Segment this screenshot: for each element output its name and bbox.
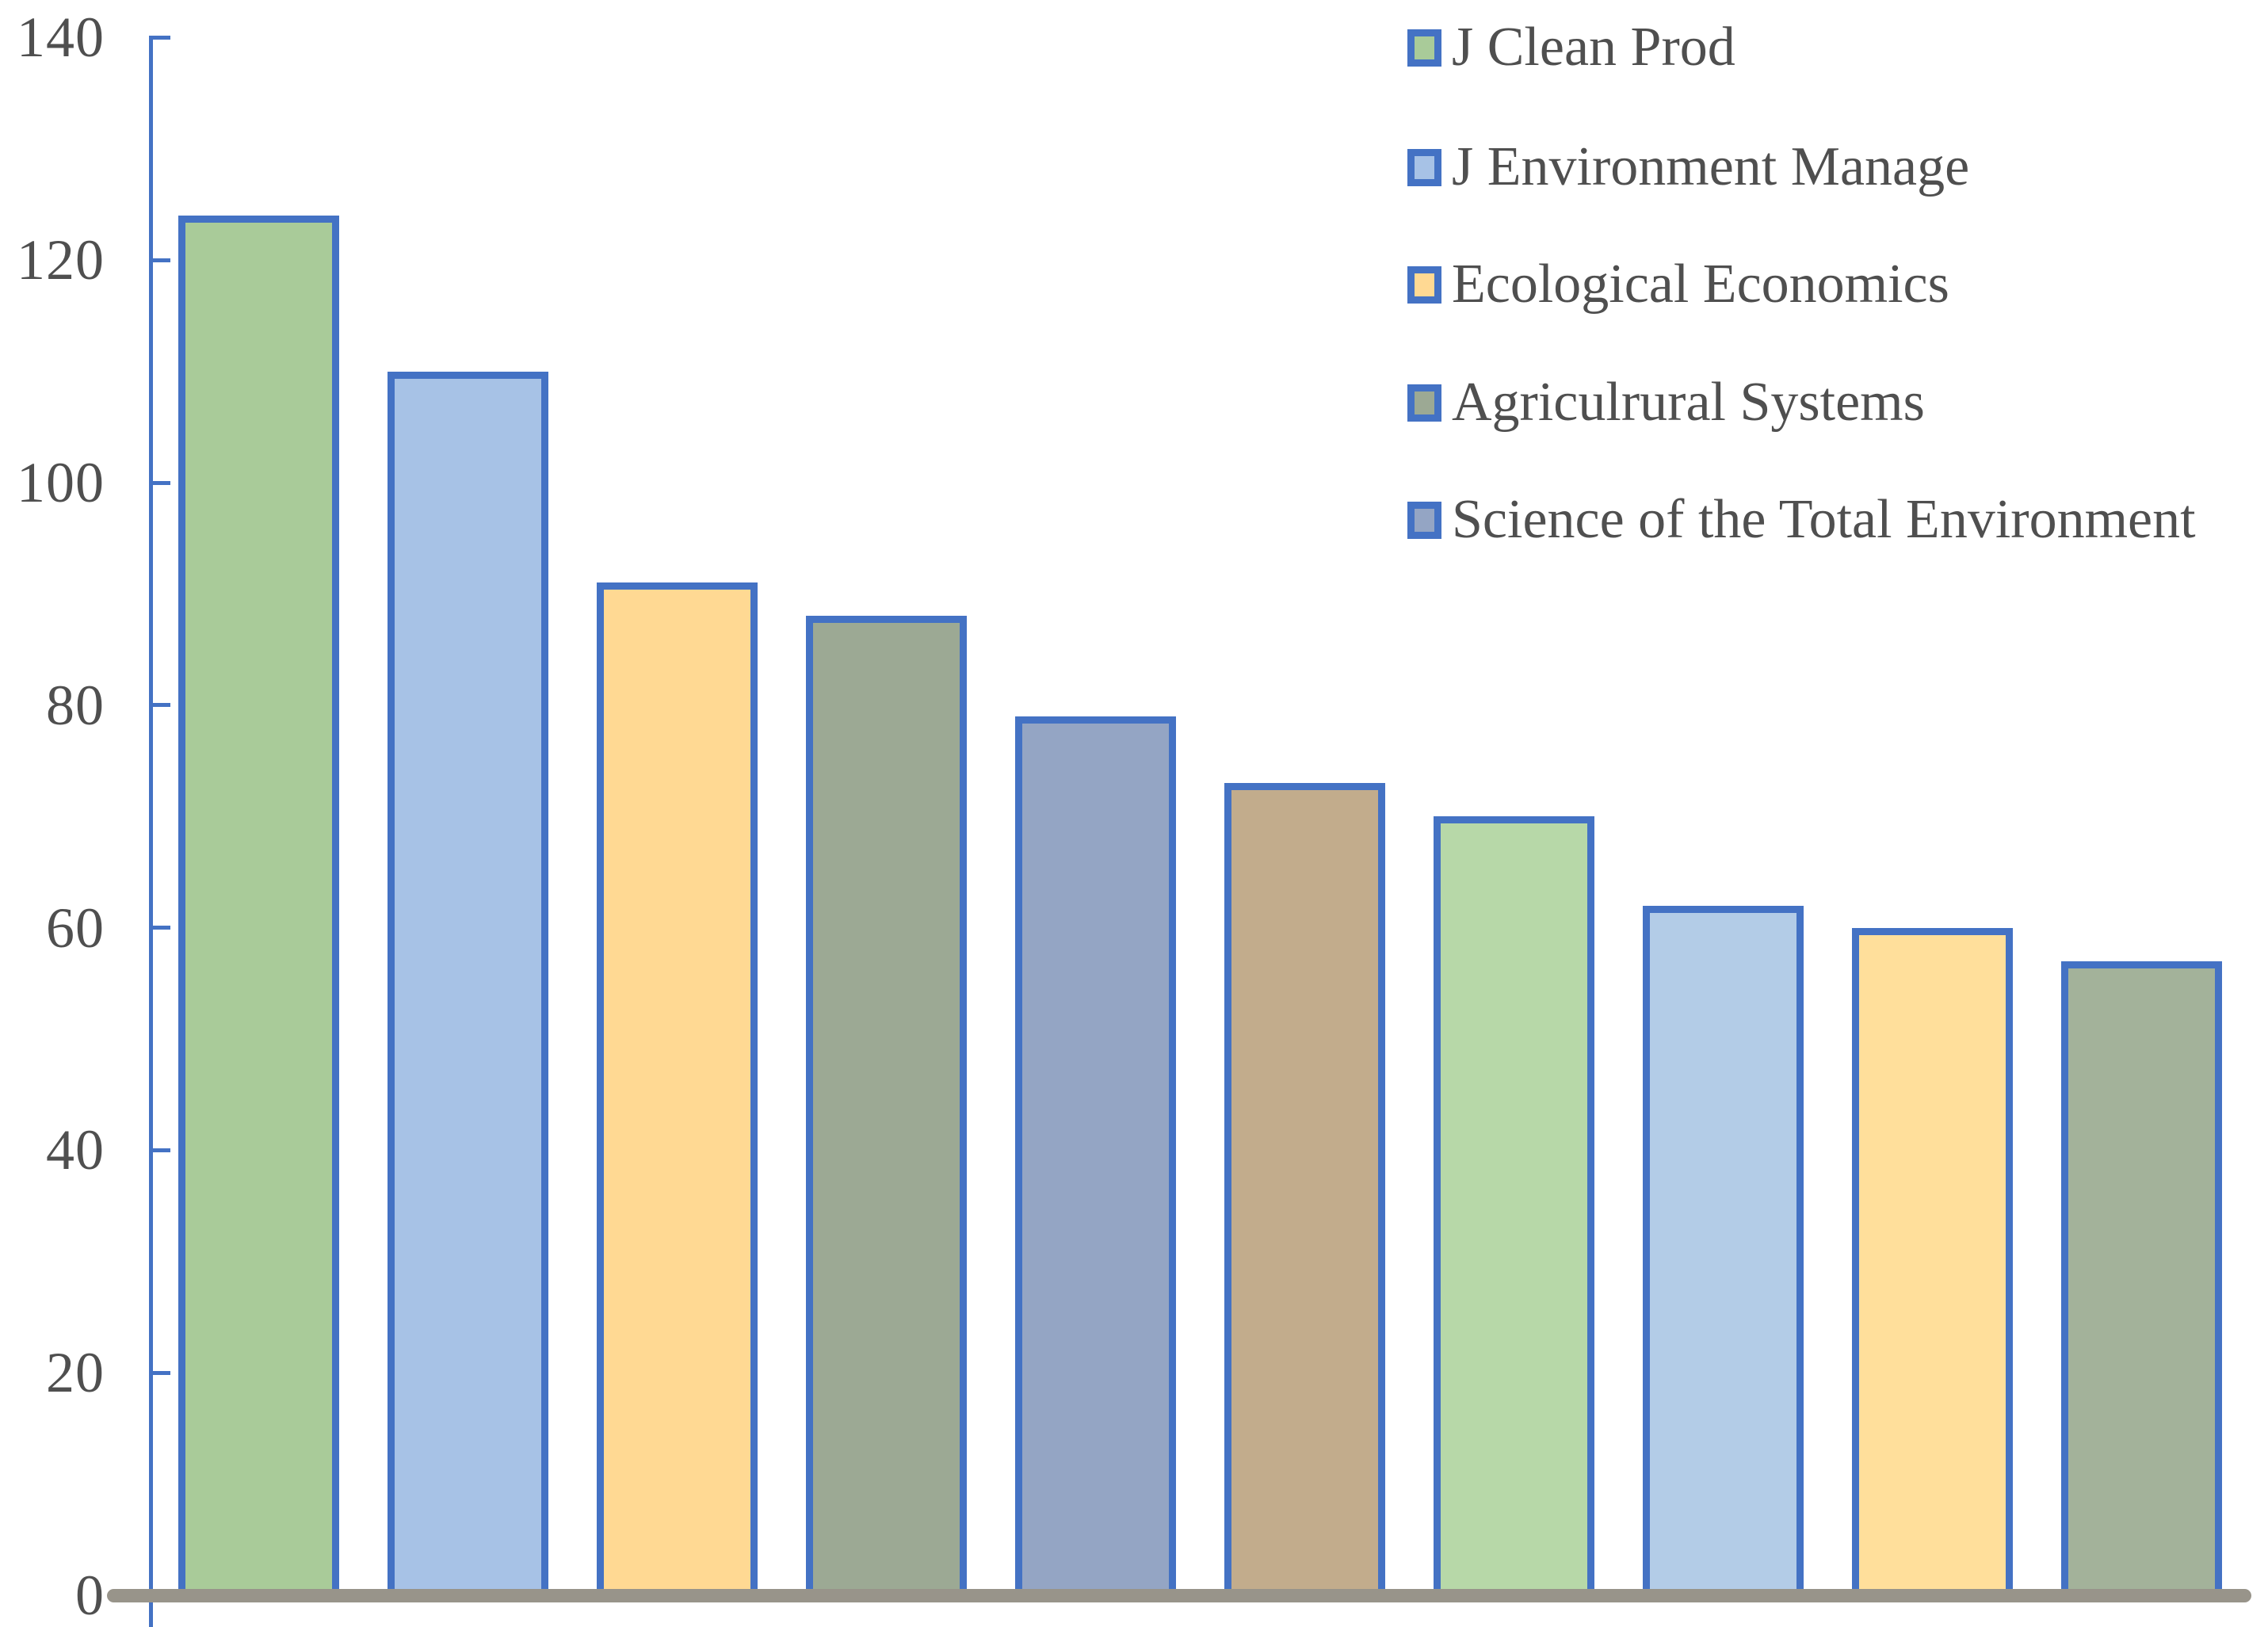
legend-swatch-icon bbox=[1407, 29, 1441, 67]
y-axis-tick-label: 0 bbox=[75, 1564, 105, 1627]
legend-item: Science of the Total Environment bbox=[1407, 488, 2196, 552]
legend-item-label: J Environment Manage bbox=[1452, 136, 1970, 197]
bar bbox=[388, 372, 548, 1595]
y-axis-tick-label: 60 bbox=[46, 896, 105, 960]
bar bbox=[1224, 783, 1385, 1595]
y-axis-tick-label: 120 bbox=[17, 228, 105, 292]
y-axis-tick-label: 140 bbox=[17, 6, 105, 70]
bar bbox=[806, 616, 967, 1595]
y-axis-tick bbox=[149, 1148, 170, 1152]
legend-swatch-icon bbox=[1407, 148, 1441, 186]
x-axis-baseline bbox=[107, 1589, 2251, 1602]
legend-item: J Environment Manage bbox=[1407, 136, 1969, 199]
legend-swatch-icon bbox=[1407, 501, 1441, 539]
y-axis-tick bbox=[149, 35, 170, 40]
bar bbox=[597, 582, 758, 1595]
y-axis-line bbox=[149, 36, 153, 1627]
y-axis-tick bbox=[149, 258, 170, 262]
bar bbox=[1643, 906, 1804, 1595]
y-axis-tick-label: 40 bbox=[46, 1118, 105, 1182]
y-axis-tick-label: 20 bbox=[46, 1341, 105, 1405]
y-axis-tick bbox=[149, 703, 170, 708]
y-axis-tick bbox=[149, 480, 170, 485]
legend-item: J Clean Prod bbox=[1407, 16, 1735, 79]
bar bbox=[1015, 716, 1176, 1595]
legend-item-label: Science of the Total Environment bbox=[1452, 489, 2196, 550]
legend-swatch-icon bbox=[1407, 384, 1441, 422]
y-axis-tick bbox=[149, 926, 170, 930]
legend-swatch-icon bbox=[1407, 265, 1441, 304]
bar bbox=[1434, 816, 1594, 1595]
y-axis-tick-label: 80 bbox=[46, 673, 105, 737]
bar bbox=[2061, 961, 2222, 1595]
bar bbox=[178, 216, 339, 1595]
legend-item-label: Agriculrural Systems bbox=[1452, 372, 1925, 433]
legend-item: Agriculrural Systems bbox=[1407, 371, 1925, 434]
y-axis-tick bbox=[149, 1370, 170, 1375]
legend-item: Ecological Economics bbox=[1407, 253, 1949, 316]
bar bbox=[1852, 928, 2013, 1595]
legend-item-label: J Clean Prod bbox=[1452, 17, 1735, 78]
legend-item-label: Ecological Economics bbox=[1452, 254, 1949, 315]
y-axis-tick-label: 100 bbox=[17, 451, 105, 514]
